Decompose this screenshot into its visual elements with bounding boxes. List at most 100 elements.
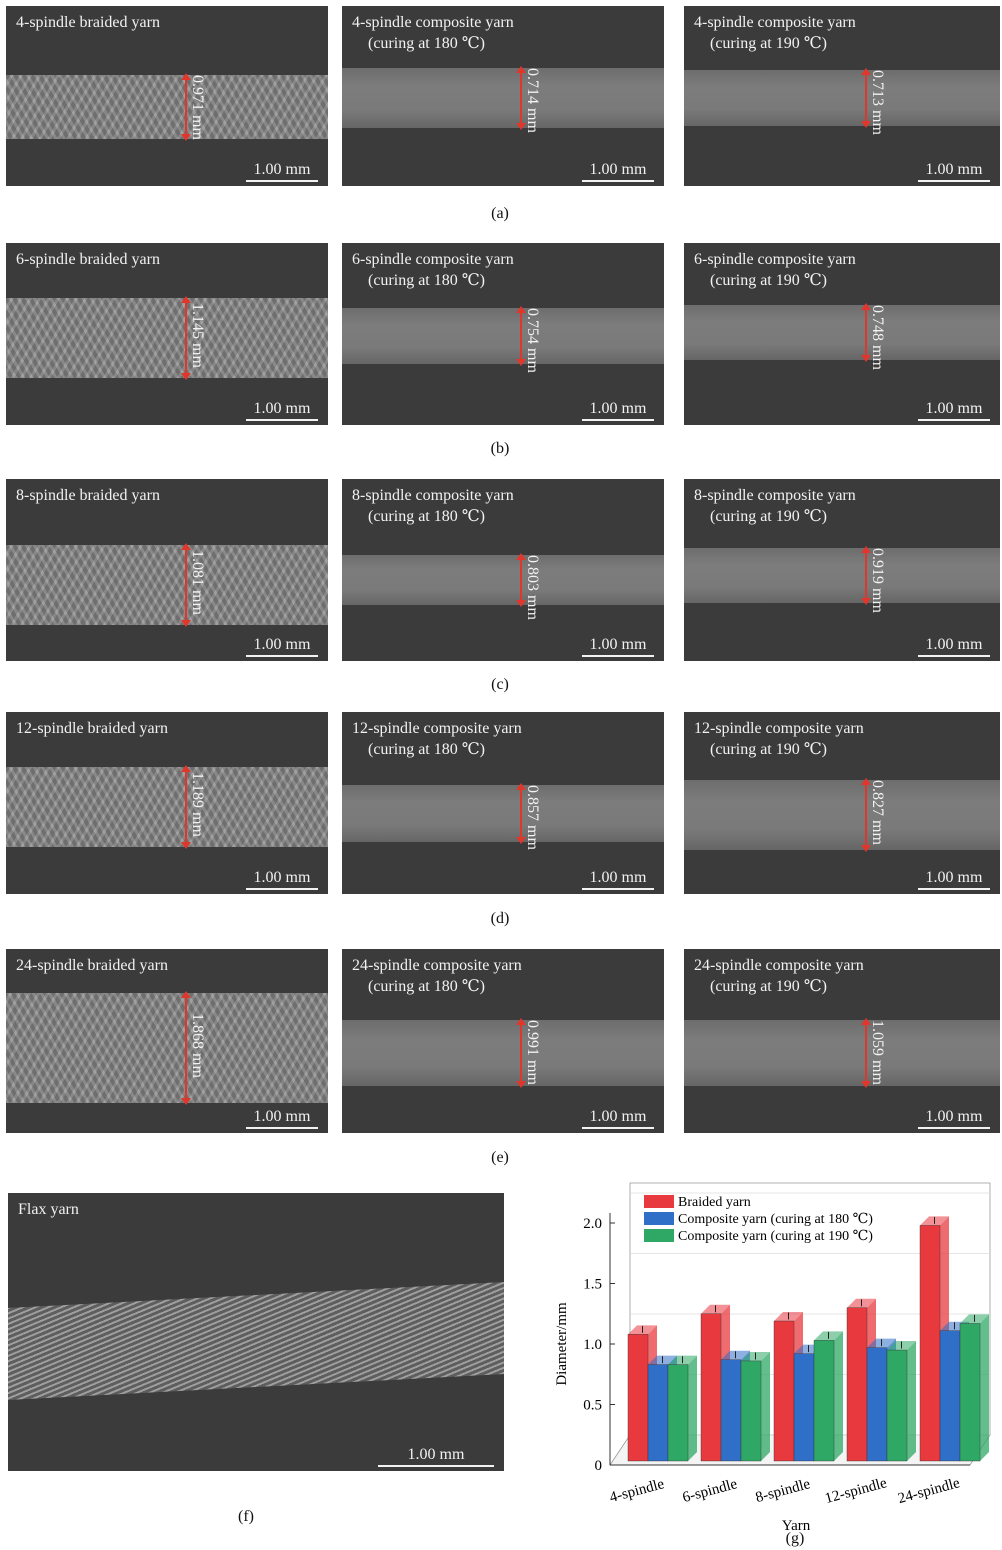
composite-yarn-image — [684, 70, 1000, 126]
legend-label: Braided yarn — [678, 1195, 751, 1210]
braided-yarn-image — [6, 545, 328, 625]
panel-title: 12-spindle composite yarn (curing at 180 … — [352, 718, 522, 760]
composite-yarn-image — [684, 1020, 1000, 1086]
measurement-label: 0.713 mm — [869, 70, 886, 135]
x-tick-label: 4-spindle — [608, 1476, 666, 1506]
row-caption: (d) — [490, 910, 510, 927]
panel-title: 8-spindle composite yarn (curing at 190 ℃… — [694, 485, 856, 527]
scale-bar: 1.00 mm — [246, 1108, 318, 1129]
measurement-arrow — [516, 1018, 526, 1088]
row-caption: (b) — [490, 440, 510, 457]
panel-title-line2: (curing at 180 ℃) — [368, 272, 485, 289]
bar-side — [980, 1314, 989, 1461]
composite-yarn-image — [342, 1020, 664, 1086]
sem-panel: 24-spindle composite yarn (curing at 180 … — [342, 949, 664, 1133]
scale-bar: 1.00 mm — [918, 1108, 990, 1129]
x-axis-label: Yarn — [782, 1518, 811, 1534]
row-caption: (a) — [491, 205, 509, 222]
scale-label: 1.00 mm — [589, 636, 647, 653]
scale-label: 1.00 mm — [925, 161, 983, 178]
panel-title: 6-spindle composite yarn (curing at 190 ℃… — [694, 249, 856, 291]
panel-title-line2: (curing at 180 ℃) — [368, 508, 485, 525]
panel-title-line2: (curing at 180 ℃) — [368, 741, 485, 758]
bar-side — [834, 1331, 843, 1461]
bar — [667, 1364, 689, 1462]
scale-bar: 1.00 mm — [246, 161, 318, 182]
sem-panel: 24-spindle composite yarn (curing at 190 … — [684, 949, 1000, 1133]
panel-title-line1: 24-spindle braided yarn — [16, 957, 168, 974]
panel-title-line1: 12-spindle composite yarn — [352, 720, 522, 737]
scale-label: 1.00 mm — [925, 1108, 983, 1125]
legend-label: Composite yarn (curing at 190 ℃) — [678, 1229, 873, 1244]
scale-label: 1.00 mm — [589, 869, 647, 886]
legend-swatch — [644, 1212, 674, 1225]
measurement-arrow — [516, 553, 526, 607]
sem-panel: 4-spindle braided yarn 0.971 mm 1.00 mm — [6, 6, 328, 186]
measurement-label: 0.827 mm — [869, 780, 886, 845]
scale-bar: 1.00 mm — [582, 161, 654, 182]
panel-title-line1: 8-spindle composite yarn — [352, 487, 514, 504]
bar — [959, 1323, 981, 1462]
x-tick-label: 8-spindle — [754, 1476, 812, 1506]
measurement-arrow — [181, 765, 191, 849]
sem-panel: 8-spindle composite yarn (curing at 190 ℃… — [684, 479, 1000, 661]
scale-label: 1.00 mm — [589, 400, 647, 417]
diameter-bar-chart: 0 0.5 1.0 1.5 2.0 4-spindle 6-spindle 8-spindle… — [554, 1182, 991, 1534]
scale-bar: 1.00 mm — [582, 869, 654, 890]
panel-title: 24-spindle braided yarn — [16, 955, 168, 976]
flax-panel: Flax yarn 1.00 mm — [8, 1193, 504, 1471]
scale-bar: 1.00 mm — [918, 869, 990, 890]
bar-side — [688, 1355, 697, 1461]
x-tick-label: 12-spindle — [823, 1475, 889, 1507]
scale-bar: 1.00 mm — [582, 400, 654, 421]
measurement-label: 1.145 mm — [189, 303, 206, 368]
panel-title: 4-spindle braided yarn — [16, 12, 160, 33]
panel-title: 8-spindle braided yarn — [16, 485, 160, 506]
composite-yarn-image — [342, 785, 664, 842]
measurement-arrow — [861, 778, 871, 852]
braided-yarn-image — [6, 75, 328, 139]
measurement-label: 1.081 mm — [189, 550, 206, 615]
measurement-label: 0.714 mm — [524, 68, 541, 133]
measurement-label: 0.754 mm — [524, 308, 541, 373]
panel-title-line1: 12-spindle composite yarn — [694, 720, 864, 737]
y-tick-label: 2.0 — [583, 1216, 602, 1232]
scale-bar: 1.00 mm — [246, 869, 318, 890]
scale-bar: 1.00 mm — [582, 1108, 654, 1129]
panel-title-line1: 12-spindle braided yarn — [16, 720, 168, 737]
scale-label: 1.00 mm — [253, 869, 311, 886]
panel-title: 8-spindle composite yarn (curing at 180 ℃… — [352, 485, 514, 527]
panel-title-line1: 24-spindle composite yarn — [352, 957, 522, 974]
measurement-arrow — [861, 303, 871, 362]
scale-label: 1.00 mm — [589, 161, 647, 178]
panel-title-line1: 4-spindle composite yarn — [694, 14, 856, 31]
panel-title-line2: (curing at 190 ℃) — [710, 978, 827, 995]
panel-title: 4-spindle composite yarn (curing at 190 ℃… — [694, 12, 856, 54]
bar — [647, 1364, 669, 1462]
sem-panel: 24-spindle braided yarn 1.868 mm 1.00 mm — [6, 949, 328, 1133]
sem-panel: 12-spindle composite yarn (curing at 190 … — [684, 712, 1000, 894]
panel-title-line2: (curing at 190 ℃) — [710, 35, 827, 52]
measurement-arrow — [181, 296, 191, 380]
y-tick-label: 0 — [595, 1458, 603, 1474]
measurement-arrow — [516, 66, 526, 130]
scale-bar: 1.00 mm — [246, 400, 318, 421]
scale-label: 1.00 mm — [925, 400, 983, 417]
panel-title-line2: (curing at 180 ℃) — [368, 35, 485, 52]
measurement-label: 0.748 mm — [869, 305, 886, 370]
braided-yarn-image — [6, 298, 328, 378]
measurement-arrow — [181, 73, 191, 141]
panel-title: 24-spindle composite yarn (curing at 190 … — [694, 955, 864, 997]
row-caption: (e) — [491, 1149, 509, 1166]
bar — [846, 1307, 868, 1462]
scale-bar: 1.00 mm — [582, 636, 654, 657]
bar — [720, 1359, 742, 1462]
y-tick-label: 1.0 — [583, 1337, 602, 1353]
panel-title-line2: (curing at 190 ℃) — [710, 741, 827, 758]
flax-scale-label: 1.00 mm — [407, 1446, 465, 1463]
scale-bar: 1.00 mm — [918, 400, 990, 421]
measurement-label: 0.803 mm — [524, 555, 541, 620]
panel-title-line2: (curing at 190 ℃) — [710, 272, 827, 289]
sem-panel: 8-spindle braided yarn 1.081 mm 1.00 mm — [6, 479, 328, 661]
scale-label: 1.00 mm — [253, 161, 311, 178]
